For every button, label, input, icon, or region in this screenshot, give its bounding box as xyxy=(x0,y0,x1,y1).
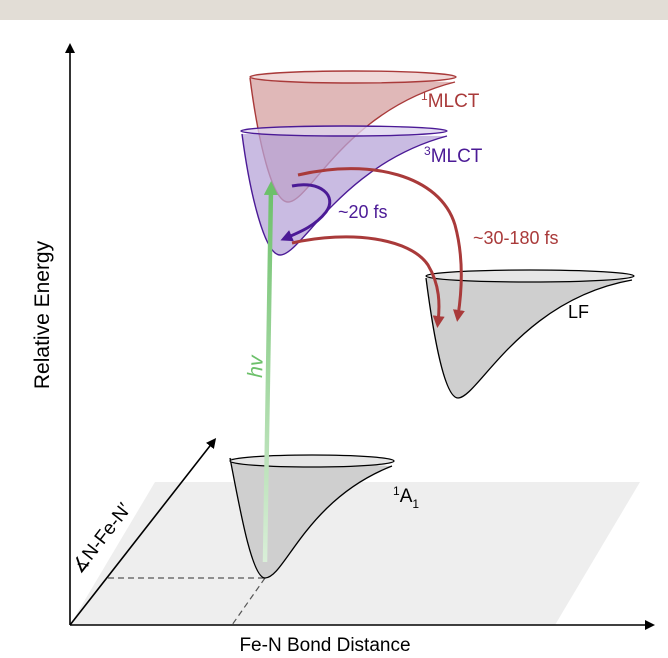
a1-label-sup: 1 xyxy=(393,484,400,498)
relax-time-label: ~30-180 fs xyxy=(473,228,559,248)
relax-arrow-upper xyxy=(297,167,465,322)
a1-label: 1A1 xyxy=(393,484,419,511)
a1-well xyxy=(229,454,395,579)
mlct1-label-sup: 1 xyxy=(421,89,428,103)
excitation-label: hv xyxy=(244,354,268,378)
x-axis-label: Fe-N Bond Distance xyxy=(239,635,410,656)
lf-well xyxy=(425,269,635,399)
isc-arrow xyxy=(280,183,332,242)
a1-label-sub: 1 xyxy=(412,497,419,511)
z-axis xyxy=(69,438,217,626)
mlct3-label: 3MLCT xyxy=(424,144,483,167)
y-axis-label: Relative Energy xyxy=(31,240,54,389)
relax-arrow-lower xyxy=(291,235,445,328)
isc-time-label: ~20 fs xyxy=(338,202,388,222)
top-bar xyxy=(0,0,668,20)
excitation-arrow xyxy=(262,181,278,563)
lf-label: LF xyxy=(568,302,589,322)
floor-plane xyxy=(70,482,640,625)
mlct3-label-sup: 3 xyxy=(424,144,431,158)
mlct3-label-main: MLCT xyxy=(431,146,483,167)
mlct1-label: 1MLCT xyxy=(421,89,480,112)
mlct1-label-main: MLCT xyxy=(428,91,480,112)
a1-label-main: A xyxy=(400,486,413,507)
